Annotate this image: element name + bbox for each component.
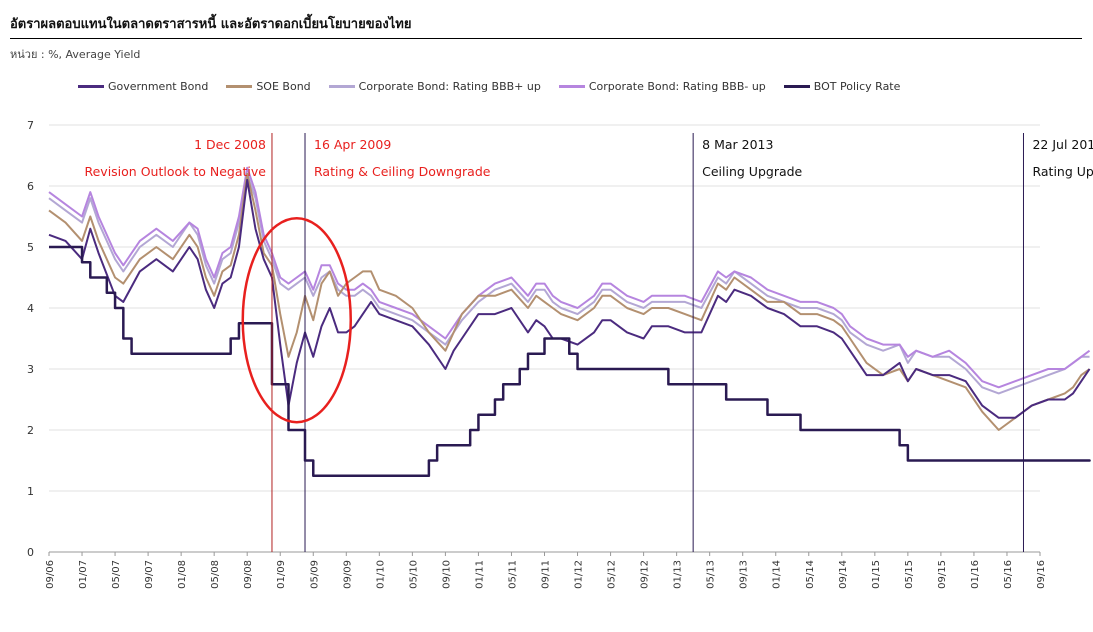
x-tick-label: 01/16 xyxy=(970,560,981,589)
y-tick-label: 3 xyxy=(27,363,34,376)
legend-item-bot-policy-rate: BOT Policy Rate xyxy=(783,80,901,93)
x-tick-label: 09/09 xyxy=(342,560,353,589)
x-tick-label: 01/14 xyxy=(772,560,783,589)
x-tick-label: 09/13 xyxy=(739,560,750,589)
unit-label: หน่วย : %, Average Yield xyxy=(10,48,141,61)
x-tick-label: 01/10 xyxy=(375,560,386,589)
x-tick-label: 01/08 xyxy=(177,560,188,589)
x-tick-label: 09/15 xyxy=(937,560,948,589)
x-tick-label: 09/06 xyxy=(45,560,56,589)
x-tick-label: 09/12 xyxy=(640,560,651,589)
x-tick-label: 05/08 xyxy=(210,560,221,589)
x-tick-label: 01/09 xyxy=(276,560,287,589)
x-tick-label: 01/11 xyxy=(474,560,485,589)
x-tick-label: 09/11 xyxy=(541,560,552,589)
event-annotation-text: 8 Mar 2013 xyxy=(702,137,773,152)
soe-bond-line xyxy=(48,172,1091,431)
event-annotation-text: Rating & Ceiling Downgrade xyxy=(314,164,491,179)
legend-label-soe-bond: SOE Bond xyxy=(256,80,311,93)
corporate-bbb-minus-line xyxy=(48,166,1091,389)
legend-item-soe-bond: SOE Bond xyxy=(226,80,311,93)
x-tick-label: 01/13 xyxy=(673,560,684,589)
x-tick-label: 05/12 xyxy=(607,560,618,589)
y-tick-label: 0 xyxy=(27,546,34,559)
legend-swatch-bot-policy-rate xyxy=(783,85,810,88)
title-divider xyxy=(10,38,1082,39)
x-tick-label: 05/15 xyxy=(904,560,915,589)
event-annotation-text: 1 Dec 2008 xyxy=(194,137,266,152)
legend-label-government-bond: Government Bond xyxy=(108,80,209,93)
bot-policy-rate-line xyxy=(49,245,1091,477)
x-tick-label: 05/09 xyxy=(309,560,320,589)
x-tick-label: 09/16 xyxy=(1036,560,1047,589)
event-annotation-text: 16 Apr 2009 xyxy=(314,137,391,152)
y-tick-label: 2 xyxy=(27,424,34,437)
y-tick-label: 1 xyxy=(27,485,34,498)
x-tick-label: 05/16 xyxy=(1003,560,1014,589)
legend-item-corporate-bbb-plus: Corporate Bond: Rating BBB+ up xyxy=(328,80,541,93)
legend-swatch-soe-bond xyxy=(226,85,253,88)
x-tick-label: 01/12 xyxy=(574,560,585,589)
legend-swatch-government-bond xyxy=(78,85,104,88)
x-tick-label: 09/08 xyxy=(243,560,254,589)
x-tick-label: 05/13 xyxy=(706,560,717,589)
x-tick-label: 05/10 xyxy=(408,560,419,589)
legend-swatch-corporate-bbb-plus xyxy=(328,85,355,88)
x-tick-label: 01/07 xyxy=(78,560,89,589)
chart-title: อัตราผลตอบแทนในตลาดตราสารหนี้ และอัตราดอ… xyxy=(10,17,412,32)
legend-label-corporate-bbb-minus: Corporate Bond: Rating BBB- up xyxy=(588,80,766,93)
event-annotation-text: Rating Upgrade xyxy=(1032,164,1093,179)
legend-label-corporate-bbb-plus: Corporate Bond: Rating BBB+ up xyxy=(358,80,541,93)
y-tick-label: 7 xyxy=(27,119,34,132)
y-tick-label: 5 xyxy=(27,241,34,254)
x-tick-label: 05/07 xyxy=(111,560,122,589)
legend-item-government-bond: Government Bond xyxy=(78,80,208,93)
legend-label-bot-policy-rate: BOT Policy Rate xyxy=(813,80,901,93)
x-tick-label: 05/11 xyxy=(507,560,518,589)
event-annotation-text: Revision Outlook to Negative xyxy=(84,164,266,179)
x-tick-label: 05/14 xyxy=(805,560,816,589)
highlight-ellipse xyxy=(241,216,352,424)
x-tick-label: 09/10 xyxy=(441,560,452,589)
legend-swatch-corporate-bbb-minus xyxy=(558,85,585,88)
government-bond-line xyxy=(48,178,1091,419)
legend-item-corporate-bbb-minus: Corporate Bond: Rating BBB- up xyxy=(558,80,766,93)
x-tick-label: 01/15 xyxy=(871,560,882,589)
x-tick-label: 09/14 xyxy=(838,560,849,589)
legend: Government Bond SOE Bond Corporate Bond:… xyxy=(78,80,918,93)
y-tick-label: 4 xyxy=(27,302,34,315)
event-annotation-text: Ceiling Upgrade xyxy=(702,164,802,179)
x-tick-label: 09/07 xyxy=(144,560,155,589)
event-annotation-text: 22 Jul 2016 xyxy=(1032,137,1093,152)
corporate-bbb-plus-line xyxy=(48,172,1090,395)
y-tick-label: 6 xyxy=(27,180,34,193)
